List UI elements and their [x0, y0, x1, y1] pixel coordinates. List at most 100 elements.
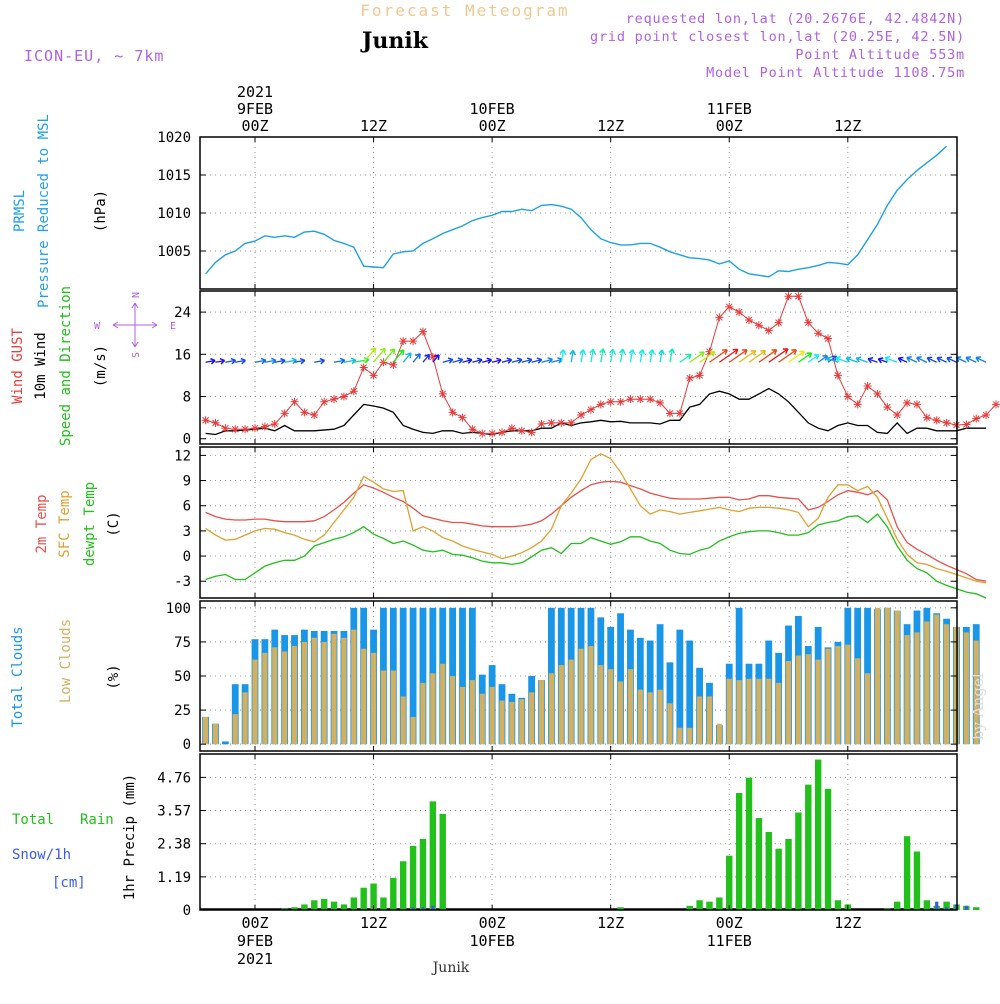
wind-direction-arrow [718, 348, 739, 363]
low-cloud-bar [785, 661, 792, 745]
rain-bar [716, 897, 723, 910]
requested-coords: requested lon,lat (20.2676E, 42.4842N) [626, 11, 965, 27]
low-cloud-bar [617, 681, 624, 745]
gust-marker [418, 327, 427, 336]
x-top-label: 00Z [716, 117, 743, 135]
low-cloud-bar [242, 692, 248, 745]
gust-marker [656, 398, 665, 407]
rain-bar [903, 836, 911, 910]
low-cloud-bar [608, 669, 614, 745]
compass-west: W [94, 321, 101, 332]
wind-arrow-head [826, 356, 832, 363]
wind-speed-line [205, 387, 987, 436]
wind-direction-arrow [878, 358, 888, 363]
wind-arrow-head [877, 357, 884, 364]
wind-arrow-head [271, 357, 277, 365]
low-cloud-bar [489, 686, 495, 745]
total-cloud-bar [459, 607, 466, 745]
gust-marker [843, 392, 852, 401]
wind-direction-arrow [422, 354, 430, 363]
gust-marker [330, 395, 339, 404]
y-tick-label-pressure: 1005 [157, 244, 191, 260]
rain-bar [350, 897, 357, 910]
wind-arrow-head [230, 357, 237, 365]
y-tick-label-pressure: 1020 [157, 130, 191, 146]
wind-direction-arrow [835, 357, 849, 363]
gust-marker [339, 392, 348, 401]
wind-arrow-head [926, 356, 933, 363]
gust-marker [735, 308, 744, 317]
pressure-unit: (hPa) [93, 190, 109, 232]
low-cloud-bar [756, 678, 762, 745]
wind-direction-arrow [264, 359, 277, 363]
rain-bar [785, 838, 792, 910]
rain-bar [439, 813, 446, 910]
panel-frame-precip [199, 753, 958, 911]
snow-bar [431, 905, 435, 910]
low-cloud-bar [430, 673, 436, 745]
wind-direction-arrow [343, 359, 356, 363]
rain-bar [735, 793, 743, 910]
wind-arrow-head [398, 349, 405, 356]
wind-arrow-head [897, 356, 904, 363]
wind-direction-arrow [491, 359, 502, 363]
low-cloud-bar [736, 680, 742, 745]
wind-direction-arrow [382, 348, 396, 363]
total-cloud-bar [468, 607, 476, 745]
low-cloud-bar [232, 714, 238, 745]
wind-direction-arrow [846, 357, 858, 363]
gust-marker [409, 337, 418, 346]
wind-arrow-head [638, 349, 646, 355]
wind-direction-arrow [975, 356, 987, 363]
rain-bar [973, 907, 980, 910]
rain-bar [311, 900, 318, 910]
total-clouds-label: Total Clouds [10, 626, 26, 727]
wind-arrow-head [496, 357, 502, 365]
wind-arrow-head [559, 349, 567, 355]
low-cloud-bar [637, 689, 643, 745]
total-cloud-bar [656, 624, 664, 745]
total-cloud-bar [399, 607, 407, 745]
rain-label: Rain [80, 812, 114, 828]
y-tick-label-clouds: 50 [174, 669, 191, 685]
low-cloud-bar [934, 614, 940, 745]
low-cloud-bar [440, 663, 446, 745]
wind-arrow-head [506, 357, 513, 364]
rain-bar [765, 832, 772, 910]
gust-marker [577, 410, 586, 419]
panel-frame-pressure [199, 136, 958, 290]
wind-arrow-head [628, 349, 636, 355]
low-cloud-bar [321, 641, 327, 745]
low-cloud-bar [677, 727, 683, 745]
wind-arrow-head [685, 353, 692, 360]
rain-bar [894, 901, 901, 910]
wind-arrow-head [219, 358, 226, 365]
gust-marker [863, 381, 872, 390]
gust-marker [606, 397, 615, 406]
gust-marker [488, 429, 497, 438]
low-cloud-bar [657, 689, 663, 745]
y-tick-label-precip: 0 [183, 903, 191, 919]
gust-marker [833, 371, 842, 380]
wind-arrow-head [668, 348, 675, 354]
wind-direction-arrow [254, 359, 266, 363]
wind-direction-arrow [205, 359, 216, 363]
wind-direction-arrow [758, 349, 777, 363]
low-cloud-bar [825, 648, 831, 745]
panel-frame-temp [199, 446, 958, 599]
y-tick-label-temp: 6 [183, 499, 191, 515]
wind-arrow-head [579, 349, 586, 355]
low-cloud-bar [588, 646, 594, 745]
gust-marker [438, 389, 447, 398]
gust-marker [745, 316, 753, 325]
gust-marker [705, 347, 714, 356]
low-cloud-bar [519, 699, 525, 745]
total-cloud-bar [221, 741, 229, 745]
wind-direction-arrow [856, 357, 868, 363]
wind-direction-arrow [768, 348, 789, 363]
compass-east: E [170, 321, 176, 332]
wind-direction-arrow [955, 356, 967, 363]
rain-bar [301, 904, 308, 910]
rain-bar [943, 901, 950, 910]
wind-arrow-head [722, 349, 728, 355]
